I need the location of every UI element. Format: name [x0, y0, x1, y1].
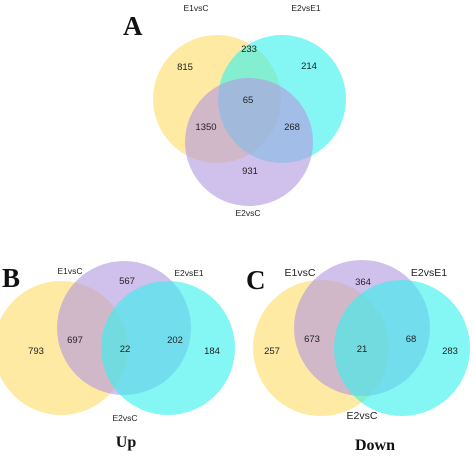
panel-b-letter: B	[2, 263, 20, 293]
panel-c-count-e2vsc-only: 364	[355, 277, 371, 288]
panel-c-count-all: 21	[357, 344, 368, 355]
panel-c-count-e2vse1-e2vsc: 68	[406, 334, 417, 345]
panel-b-circle-e2vse1	[101, 281, 235, 415]
panel-a: A E1vsC E2vsE1 E2vsC 815 233 214 65 1350…	[123, 3, 346, 218]
panel-a-count-e2vse1-e2vsc: 268	[284, 122, 300, 133]
panel-c-label-e1vsc: E1vsC	[285, 267, 316, 279]
panel-a-circle-e2vsc	[185, 78, 313, 206]
panel-b-count-e2vsc-only: 567	[119, 276, 135, 287]
panel-b-caption: Up	[116, 434, 137, 451]
panel-c-circle-e2vse1	[334, 280, 470, 416]
panel-b-count-e1vsc-only: 793	[28, 346, 44, 357]
panel-b-count-e1vsc-e2vsc: 697	[67, 335, 83, 346]
panel-a-count-e1vsc-e2vsc: 1350	[195, 122, 216, 133]
panel-a-label-e2vse1: E2vsE1	[291, 3, 321, 13]
panel-c: C E1vsC E2vsE1 E2vsC 364 257 673 21 68 2…	[246, 260, 470, 454]
panel-c-count-e1vsc-only: 257	[264, 346, 280, 357]
panel-b: B E1vsC E2vsE1 E2vsC 567 793 697 22 202 …	[0, 261, 235, 451]
panel-b-count-e2vse1-only: 184	[204, 346, 220, 357]
panel-a-label-e2vsc: E2vsC	[235, 208, 260, 218]
panel-c-label-e2vse1: E2vsE1	[411, 267, 447, 279]
panel-a-count-e2vsc-only: 931	[242, 166, 258, 177]
panel-c-letter: C	[246, 265, 266, 295]
panel-a-count-e1vsc-only: 815	[177, 62, 193, 73]
panel-b-count-all: 22	[120, 344, 131, 355]
panel-c-caption: Down	[355, 437, 395, 454]
panel-a-count-all: 65	[243, 95, 254, 106]
panel-a-count-e1vsc-e2vse1: 233	[241, 44, 257, 55]
panel-a-count-e2vse1-only: 214	[301, 61, 317, 72]
panel-b-label-e2vsc: E2vsC	[112, 413, 137, 423]
panel-b-label-e2vse1: E2vsE1	[174, 268, 204, 278]
panel-c-count-e2vse1-only: 283	[442, 346, 458, 357]
panel-a-letter: A	[123, 11, 143, 41]
panel-c-count-e1vsc-e2vsc: 673	[304, 334, 320, 345]
panel-b-label-e1vsc: E1vsC	[57, 266, 82, 276]
panel-b-count-e2vse1-e2vsc: 202	[167, 335, 183, 346]
panel-c-label-e2vsc: E2vsC	[347, 410, 378, 422]
panel-a-label-e1vsc: E1vsC	[183, 3, 208, 13]
